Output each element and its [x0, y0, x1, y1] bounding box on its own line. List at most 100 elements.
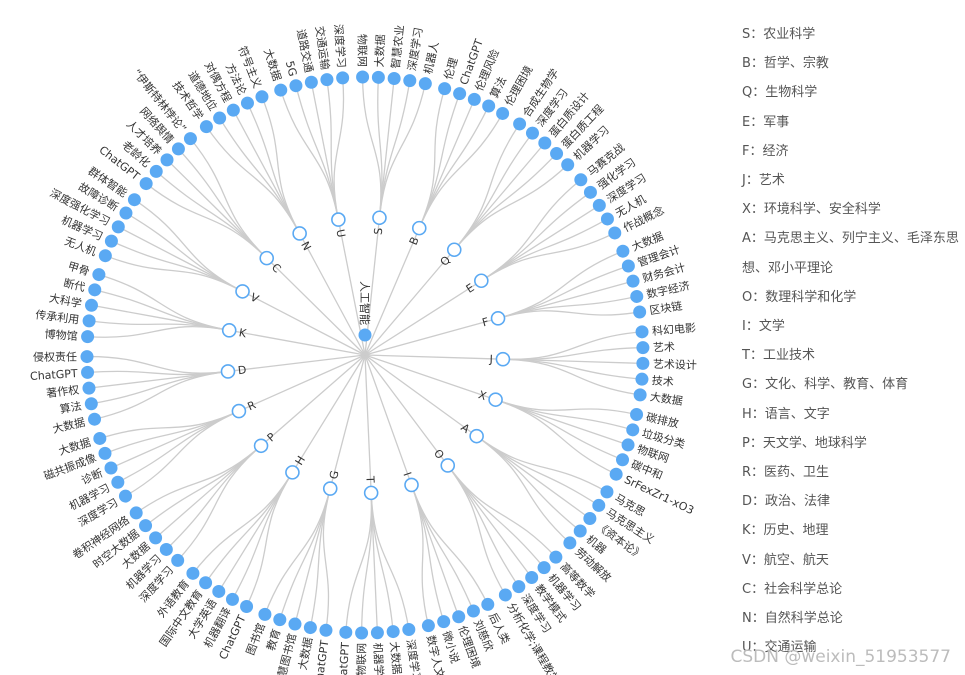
leaf-node[interactable] — [118, 489, 132, 503]
leaf-node[interactable] — [482, 99, 496, 113]
leaf-node[interactable] — [437, 615, 451, 629]
leaf-node[interactable] — [621, 259, 635, 273]
branch-node[interactable] — [253, 438, 269, 454]
leaf-node[interactable] — [81, 365, 95, 379]
branch-node[interactable] — [221, 323, 237, 338]
leaf-node[interactable] — [583, 511, 597, 525]
leaf-node[interactable] — [550, 147, 564, 161]
leaf-node[interactable] — [512, 580, 526, 594]
branch-node[interactable] — [322, 481, 338, 496]
leaf-node[interactable] — [583, 185, 597, 199]
leaf-node[interactable] — [626, 274, 640, 288]
leaf-node[interactable] — [171, 142, 185, 156]
leaf-node[interactable] — [549, 550, 563, 564]
leaf-node[interactable] — [563, 536, 577, 550]
leaf-node[interactable] — [438, 82, 452, 96]
leaf-node[interactable] — [149, 531, 163, 545]
leaf-node[interactable] — [635, 372, 649, 386]
leaf-node[interactable] — [538, 136, 552, 150]
leaf-node[interactable] — [82, 381, 96, 395]
leaf-node[interactable] — [240, 600, 254, 614]
leaf-node[interactable] — [149, 164, 163, 178]
leaf-node[interactable] — [339, 625, 353, 639]
leaf-node[interactable] — [513, 117, 527, 131]
leaf-node[interactable] — [481, 597, 495, 611]
leaf-node[interactable] — [183, 132, 197, 146]
leaf-node[interactable] — [537, 561, 551, 575]
leaf-node[interactable] — [303, 621, 317, 635]
leaf-node[interactable] — [370, 626, 384, 640]
leaf-node[interactable] — [273, 613, 287, 627]
leaf-node[interactable] — [84, 397, 98, 411]
leaf-node[interactable] — [213, 111, 227, 125]
leaf-node[interactable] — [98, 446, 112, 460]
branch-node[interactable] — [235, 284, 250, 299]
leaf-node[interactable] — [186, 566, 200, 580]
leaf-node[interactable] — [600, 212, 614, 226]
leaf-node[interactable] — [336, 71, 350, 85]
leaf-node[interactable] — [288, 617, 302, 631]
branch-node[interactable] — [372, 210, 387, 226]
leaf-node[interactable] — [402, 623, 416, 637]
leaf-node[interactable] — [80, 350, 94, 364]
leaf-node[interactable] — [82, 314, 96, 328]
leaf-node[interactable] — [421, 619, 435, 633]
leaf-node[interactable] — [616, 244, 630, 258]
leaf-node[interactable] — [387, 72, 401, 86]
leaf-node[interactable] — [255, 90, 269, 104]
leaf-node[interactable] — [199, 576, 213, 590]
leaf-node[interactable] — [630, 408, 644, 422]
leaf-node[interactable] — [240, 96, 254, 110]
leaf-node[interactable] — [616, 453, 630, 467]
branch-node[interactable] — [259, 250, 275, 266]
leaf-node[interactable] — [111, 220, 125, 234]
leaf-node[interactable] — [574, 173, 588, 187]
leaf-node[interactable] — [561, 158, 575, 172]
root-node[interactable] — [358, 328, 372, 342]
leaf-node[interactable] — [159, 542, 173, 556]
leaf-node[interactable] — [93, 431, 107, 445]
leaf-node[interactable] — [621, 438, 635, 452]
leaf-node[interactable] — [453, 87, 467, 101]
leaf-node[interactable] — [403, 74, 417, 88]
leaf-node[interactable] — [171, 553, 185, 567]
leaf-node[interactable] — [104, 461, 118, 475]
branch-node[interactable] — [495, 351, 511, 367]
branch-node[interactable] — [474, 273, 489, 289]
leaf-node[interactable] — [88, 412, 102, 426]
leaf-node[interactable] — [600, 485, 614, 499]
leaf-node[interactable] — [84, 298, 98, 312]
leaf-node[interactable] — [129, 506, 143, 520]
leaf-node[interactable] — [592, 198, 606, 212]
leaf-node[interactable] — [633, 388, 647, 402]
leaf-node[interactable] — [626, 423, 640, 437]
branch-node[interactable] — [292, 226, 307, 241]
leaf-node[interactable] — [633, 305, 647, 319]
leaf-node[interactable] — [467, 92, 481, 106]
leaf-node[interactable] — [418, 77, 432, 91]
branch-node[interactable] — [220, 364, 236, 379]
leaf-node[interactable] — [160, 153, 174, 167]
leaf-node[interactable] — [636, 356, 650, 370]
leaf-node[interactable] — [88, 283, 102, 297]
leaf-node[interactable] — [274, 83, 288, 97]
branch-node[interactable] — [440, 458, 456, 473]
branch-node[interactable] — [488, 392, 503, 407]
branch-node[interactable] — [411, 220, 427, 236]
leaf-node[interactable] — [127, 193, 141, 207]
leaf-node[interactable] — [636, 341, 650, 355]
branch-node[interactable] — [285, 465, 300, 480]
leaf-node[interactable] — [496, 106, 510, 120]
leaf-node[interactable] — [104, 234, 118, 248]
leaf-node[interactable] — [525, 570, 539, 584]
leaf-node[interactable] — [592, 498, 606, 512]
leaf-node[interactable] — [92, 268, 106, 282]
leaf-node[interactable] — [225, 592, 239, 606]
branch-node[interactable] — [446, 242, 462, 258]
leaf-node[interactable] — [119, 206, 133, 220]
leaf-node[interactable] — [525, 126, 539, 140]
leaf-node[interactable] — [226, 103, 240, 117]
leaf-node[interactable] — [139, 177, 153, 191]
leaf-node[interactable] — [573, 524, 587, 538]
leaf-node[interactable] — [81, 330, 95, 344]
